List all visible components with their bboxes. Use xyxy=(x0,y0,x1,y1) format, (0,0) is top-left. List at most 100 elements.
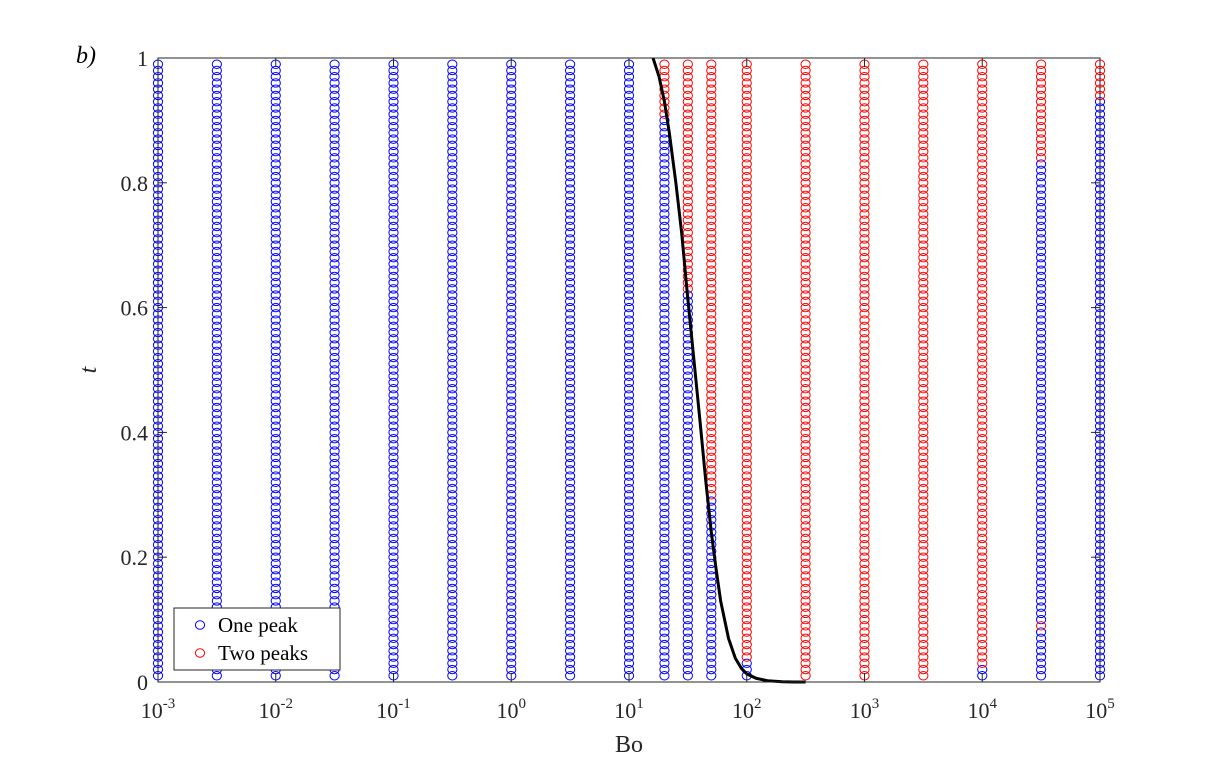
one-peak-point xyxy=(623,452,635,463)
one-peak-point xyxy=(506,396,517,406)
two-peaks-point xyxy=(800,583,811,594)
one-peak-point xyxy=(506,90,517,101)
one-peak-point xyxy=(706,621,717,631)
two-peaks-point xyxy=(859,96,870,107)
one-peak-point xyxy=(447,284,458,294)
one-peak-point xyxy=(506,384,517,394)
one-peak-point xyxy=(388,608,399,619)
one-peak-point xyxy=(388,140,399,151)
one-peak-point xyxy=(329,596,340,606)
one-peak-point xyxy=(659,471,670,481)
one-peak-point xyxy=(659,558,670,569)
two-peaks-point xyxy=(977,433,988,444)
one-peak-point xyxy=(447,452,458,463)
one-peak-point xyxy=(211,128,222,138)
two-peaks-point xyxy=(977,490,988,500)
one-peak-point xyxy=(329,446,340,456)
one-peak-point xyxy=(329,196,340,207)
two-peaks-point xyxy=(859,627,870,637)
one-peak-point xyxy=(1035,390,1047,400)
one-peak-point xyxy=(564,215,576,225)
one-peak-point xyxy=(659,483,670,494)
one-peak-point xyxy=(447,627,458,637)
one-peak-point xyxy=(564,639,576,650)
one-peak-point xyxy=(623,458,635,469)
one-peak-point xyxy=(388,327,399,338)
one-peak-point xyxy=(211,458,222,469)
two-peaks-point xyxy=(918,121,929,132)
two-peaks-point xyxy=(977,627,988,637)
two-peaks-point xyxy=(859,384,870,394)
one-peak-point xyxy=(270,240,281,250)
legend-marker xyxy=(194,620,206,630)
one-peak-point xyxy=(329,527,340,537)
two-peaks-point xyxy=(741,327,752,338)
two-peaks-point xyxy=(918,621,929,631)
one-peak-point xyxy=(564,78,576,88)
one-peak-point xyxy=(211,209,222,219)
one-peak-point xyxy=(388,203,399,213)
two-peaks-point xyxy=(682,59,693,69)
one-peak-point xyxy=(564,196,576,207)
one-peak-point xyxy=(623,115,635,126)
one-peak-point xyxy=(659,321,670,332)
one-peak-point xyxy=(329,346,340,356)
two-peaks-point xyxy=(1035,621,1047,631)
two-peaks-point xyxy=(706,109,717,119)
two-peaks-point xyxy=(741,128,752,138)
one-peak-point xyxy=(506,321,517,332)
one-peak-point xyxy=(506,346,517,356)
two-peaks-point xyxy=(977,215,988,225)
two-peaks-point xyxy=(859,209,870,219)
two-peaks-point xyxy=(800,627,811,637)
one-peak-point xyxy=(682,633,693,644)
two-peaks-point xyxy=(977,228,988,238)
one-peak-point xyxy=(659,221,670,232)
two-peaks-point xyxy=(706,153,717,163)
two-peaks-point xyxy=(977,583,988,594)
one-peak-point xyxy=(1035,190,1047,200)
one-peak-point xyxy=(659,371,670,381)
one-peak-point xyxy=(1035,340,1047,350)
two-peaks-point xyxy=(800,346,811,356)
two-peaks-point xyxy=(800,140,811,151)
one-peak-point xyxy=(623,140,635,151)
one-peak-point xyxy=(1035,271,1047,282)
one-peak-point xyxy=(211,452,222,463)
two-peaks-point xyxy=(859,639,870,650)
two-peaks-point xyxy=(977,377,988,388)
two-peaks-point xyxy=(918,334,929,344)
two-peaks-point xyxy=(741,552,752,562)
one-peak-point xyxy=(388,84,399,94)
one-peak-point xyxy=(1035,540,1047,550)
one-peak-point xyxy=(388,646,399,656)
one-peak-point xyxy=(682,384,693,394)
one-peak-point xyxy=(659,496,670,506)
one-peak-point xyxy=(564,228,576,238)
one-peak-point xyxy=(270,221,281,232)
one-peak-point xyxy=(564,259,576,269)
two-peaks-point xyxy=(741,427,752,438)
two-peaks-point xyxy=(977,483,988,494)
one-peak-point xyxy=(623,639,635,650)
one-peak-point xyxy=(270,121,281,132)
one-peak-point xyxy=(388,490,399,500)
one-peak-point xyxy=(329,72,340,82)
one-peak-point xyxy=(388,315,399,325)
one-peak-point xyxy=(211,315,222,325)
one-peak-point xyxy=(564,502,576,512)
two-peaks-point xyxy=(977,90,988,101)
one-peak-point xyxy=(447,215,458,225)
two-peaks-point xyxy=(800,639,811,650)
one-peak-point xyxy=(506,415,517,425)
one-peak-point xyxy=(388,540,399,550)
one-peak-point xyxy=(211,340,222,350)
one-peak-point xyxy=(506,84,517,94)
two-peaks-point xyxy=(741,365,752,375)
one-peak-point xyxy=(623,508,635,519)
one-peak-point xyxy=(1035,159,1047,169)
two-peaks-point xyxy=(918,340,929,350)
one-peak-point xyxy=(329,277,340,288)
one-peak-point xyxy=(682,421,693,431)
two-peaks-point xyxy=(706,390,717,400)
